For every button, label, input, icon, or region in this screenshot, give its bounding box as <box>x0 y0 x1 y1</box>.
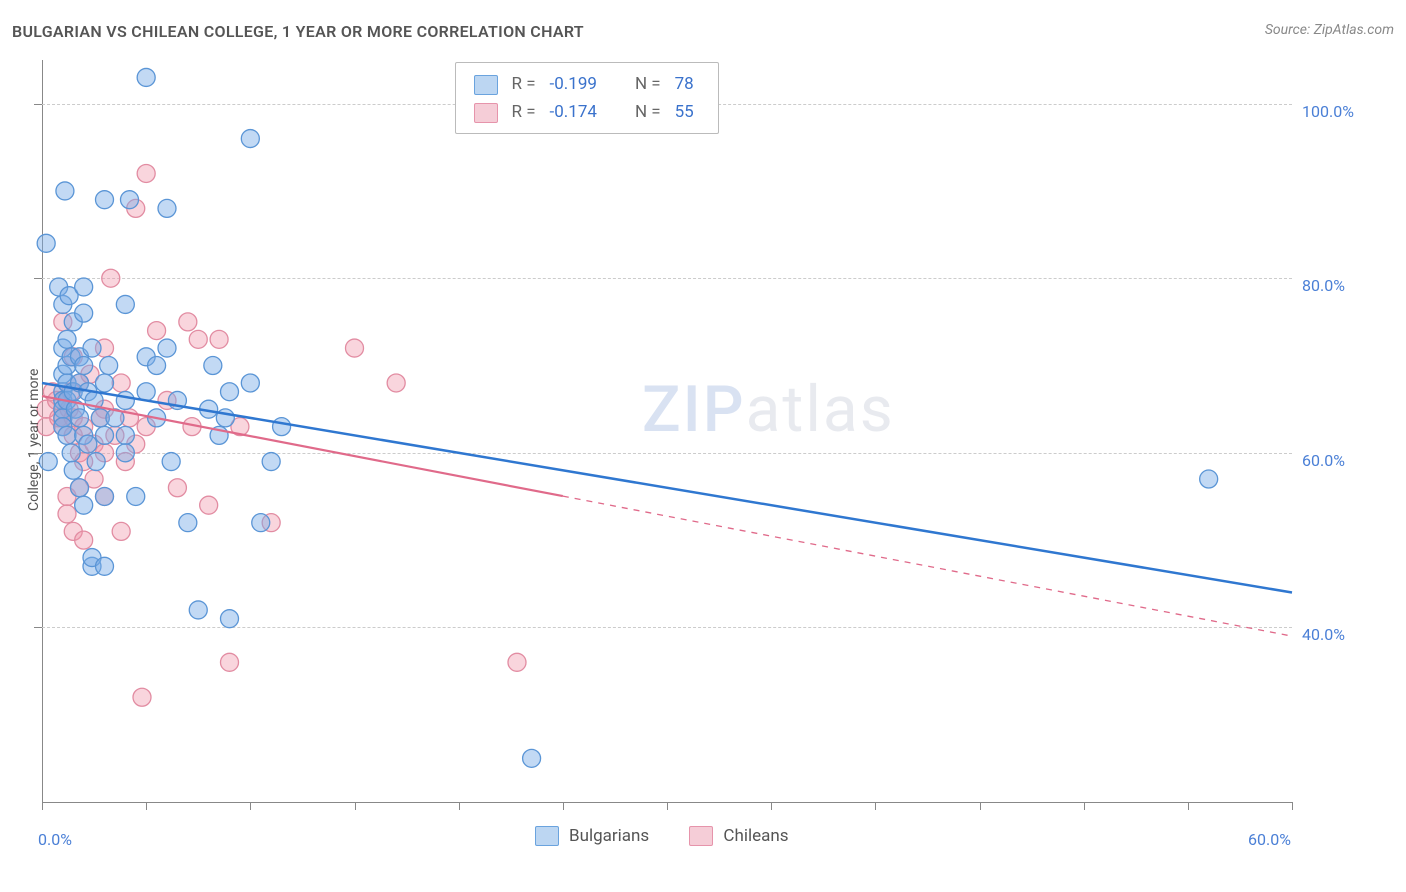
n-label: N = <box>629 71 667 97</box>
legend-label-chileans: Chileans <box>723 826 788 846</box>
n-value-bulgarians: 78 <box>669 71 700 97</box>
swatch-chileans-icon <box>689 826 713 846</box>
legend-item-chileans: Chileans <box>689 826 788 846</box>
r-value-bulgarians: -0.199 <box>544 71 603 97</box>
n-value-chileans: 55 <box>669 99 700 125</box>
swatch-bulgarians-icon <box>474 75 498 95</box>
legend-item-bulgarians: Bulgarians <box>535 826 649 846</box>
r-label: R = <box>506 99 542 125</box>
legend-row-chileans: R = -0.174 N = 55 <box>468 99 700 125</box>
n-label: N = <box>629 99 667 125</box>
r-label: R = <box>506 71 542 97</box>
r-value-chileans: -0.174 <box>544 99 603 125</box>
legend-row-bulgarians: R = -0.199 N = 78 <box>468 71 700 97</box>
legend-label-bulgarians: Bulgarians <box>569 826 649 846</box>
series-legend: Bulgarians Chileans <box>517 826 807 851</box>
swatch-bulgarians-icon <box>535 826 559 846</box>
correlation-legend: R = -0.199 N = 78 R = -0.174 N = 55 <box>455 62 719 134</box>
y-axis-label: College, 1 year or more <box>26 369 42 511</box>
swatch-chileans-icon <box>474 103 498 123</box>
